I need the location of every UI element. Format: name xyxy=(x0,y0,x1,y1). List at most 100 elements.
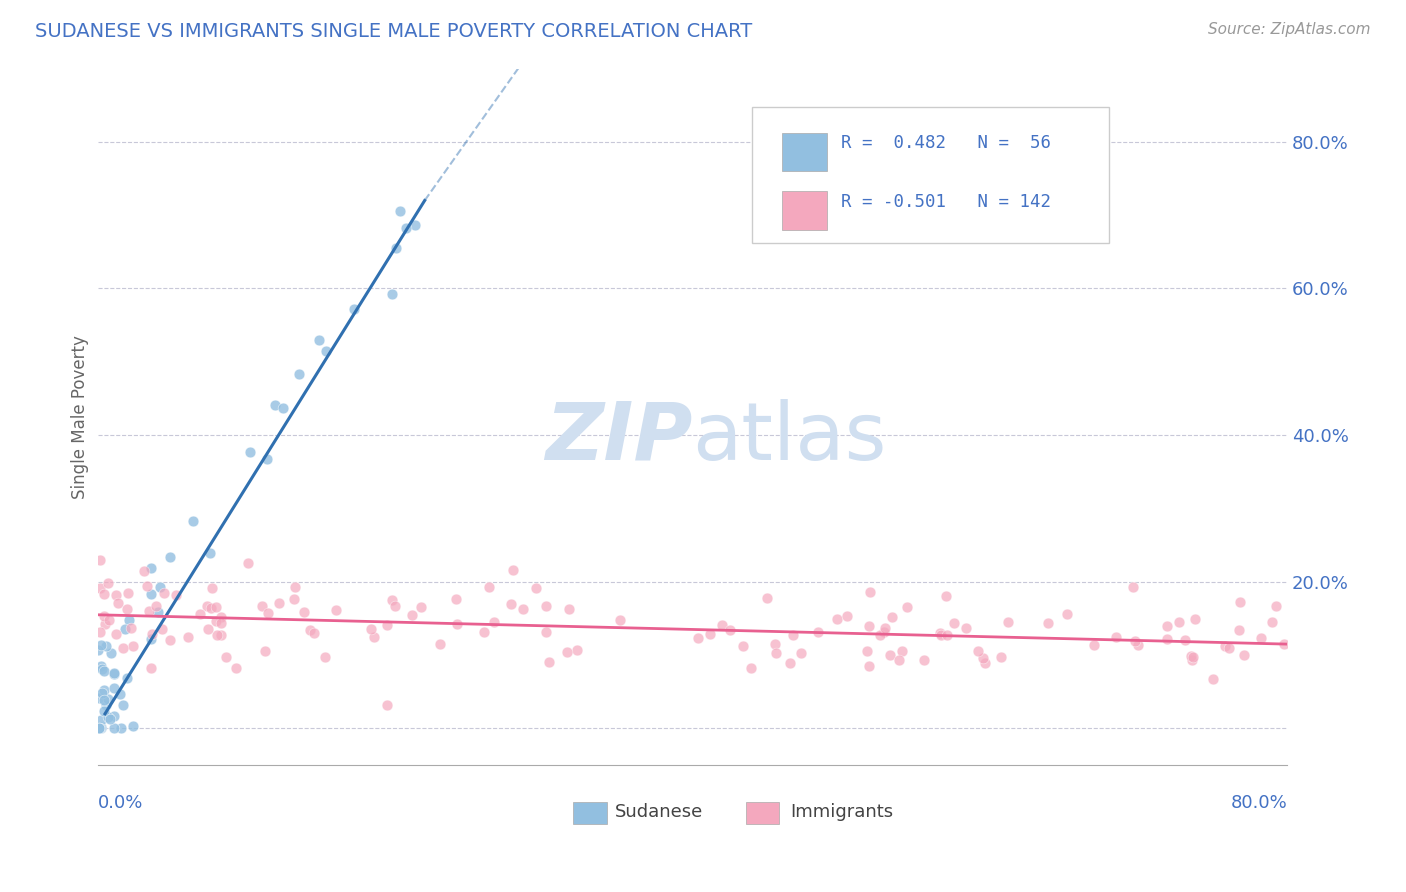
Point xyxy=(205,628,228,642)
Point xyxy=(292,605,315,619)
Point xyxy=(308,333,330,347)
Point xyxy=(1105,630,1128,644)
Point xyxy=(90,722,112,736)
Point xyxy=(1272,637,1295,651)
Point xyxy=(104,588,127,602)
Point xyxy=(360,623,382,637)
Point xyxy=(103,667,125,681)
Point xyxy=(150,622,173,636)
Point xyxy=(404,218,426,232)
Point xyxy=(269,596,291,610)
Point xyxy=(869,627,891,641)
Point xyxy=(499,597,522,611)
Point xyxy=(765,646,787,660)
Point xyxy=(197,622,219,636)
Point xyxy=(225,661,247,675)
FancyBboxPatch shape xyxy=(782,192,827,230)
Point xyxy=(401,608,423,623)
Point xyxy=(159,549,181,564)
Point xyxy=(395,221,418,235)
Text: 80.0%: 80.0% xyxy=(1230,795,1286,813)
Point xyxy=(807,625,830,640)
Point xyxy=(873,625,896,640)
Point xyxy=(1202,673,1225,687)
Point xyxy=(271,401,294,415)
Point xyxy=(972,651,994,665)
Point xyxy=(478,581,501,595)
Point xyxy=(375,698,398,712)
Point xyxy=(315,343,337,358)
Point xyxy=(882,610,904,624)
Point xyxy=(1038,615,1060,630)
Point xyxy=(118,613,141,627)
Point xyxy=(89,722,111,736)
Point xyxy=(112,698,135,712)
Point xyxy=(103,681,125,695)
Point xyxy=(89,553,111,567)
Point xyxy=(325,603,347,617)
Point xyxy=(1126,638,1149,652)
Point xyxy=(146,606,169,620)
Point xyxy=(121,640,143,654)
Point xyxy=(105,626,128,640)
Point xyxy=(858,619,880,633)
Point xyxy=(912,653,935,667)
Point xyxy=(138,604,160,618)
Point xyxy=(97,692,120,706)
Point xyxy=(176,631,198,645)
Point xyxy=(718,623,741,637)
Point xyxy=(782,628,804,642)
Point xyxy=(859,585,882,599)
Text: Immigrants: Immigrants xyxy=(790,804,893,822)
Point xyxy=(1213,640,1236,654)
Point xyxy=(534,625,557,640)
Point xyxy=(524,582,547,596)
Point xyxy=(141,632,163,646)
Point xyxy=(93,704,115,718)
Point xyxy=(375,618,398,632)
Text: Source: ZipAtlas.com: Source: ZipAtlas.com xyxy=(1208,22,1371,37)
Point xyxy=(385,241,408,255)
Point xyxy=(314,650,336,665)
Point xyxy=(609,613,631,627)
Point xyxy=(284,580,307,594)
Point xyxy=(733,639,755,653)
Point xyxy=(446,617,468,632)
Point xyxy=(1168,615,1191,630)
Point xyxy=(198,545,221,559)
Point xyxy=(502,563,524,577)
Point xyxy=(108,687,131,701)
Point xyxy=(409,599,432,614)
Text: ZIP: ZIP xyxy=(546,399,692,476)
Point xyxy=(145,599,167,613)
Point xyxy=(1122,580,1144,594)
Point xyxy=(97,613,120,627)
Point xyxy=(205,600,228,615)
Point xyxy=(93,692,115,706)
Point xyxy=(1180,649,1202,664)
Point xyxy=(825,612,848,626)
Point xyxy=(94,698,117,712)
Point xyxy=(472,624,495,639)
Point xyxy=(87,722,110,736)
Point xyxy=(1233,648,1256,662)
Point xyxy=(444,592,467,607)
Point xyxy=(136,579,159,593)
Point xyxy=(1083,638,1105,652)
Point xyxy=(209,609,232,624)
Point xyxy=(110,722,132,736)
Point xyxy=(139,561,162,575)
Point xyxy=(90,659,112,673)
Point xyxy=(117,586,139,600)
Point xyxy=(1294,648,1316,662)
Point xyxy=(283,591,305,606)
Point xyxy=(165,588,187,602)
Point xyxy=(929,628,952,642)
Point xyxy=(263,398,285,412)
Point xyxy=(302,626,325,640)
Point xyxy=(1250,631,1272,645)
Point xyxy=(381,593,404,607)
Point xyxy=(103,722,125,736)
Point xyxy=(90,714,112,728)
Point xyxy=(87,722,110,736)
